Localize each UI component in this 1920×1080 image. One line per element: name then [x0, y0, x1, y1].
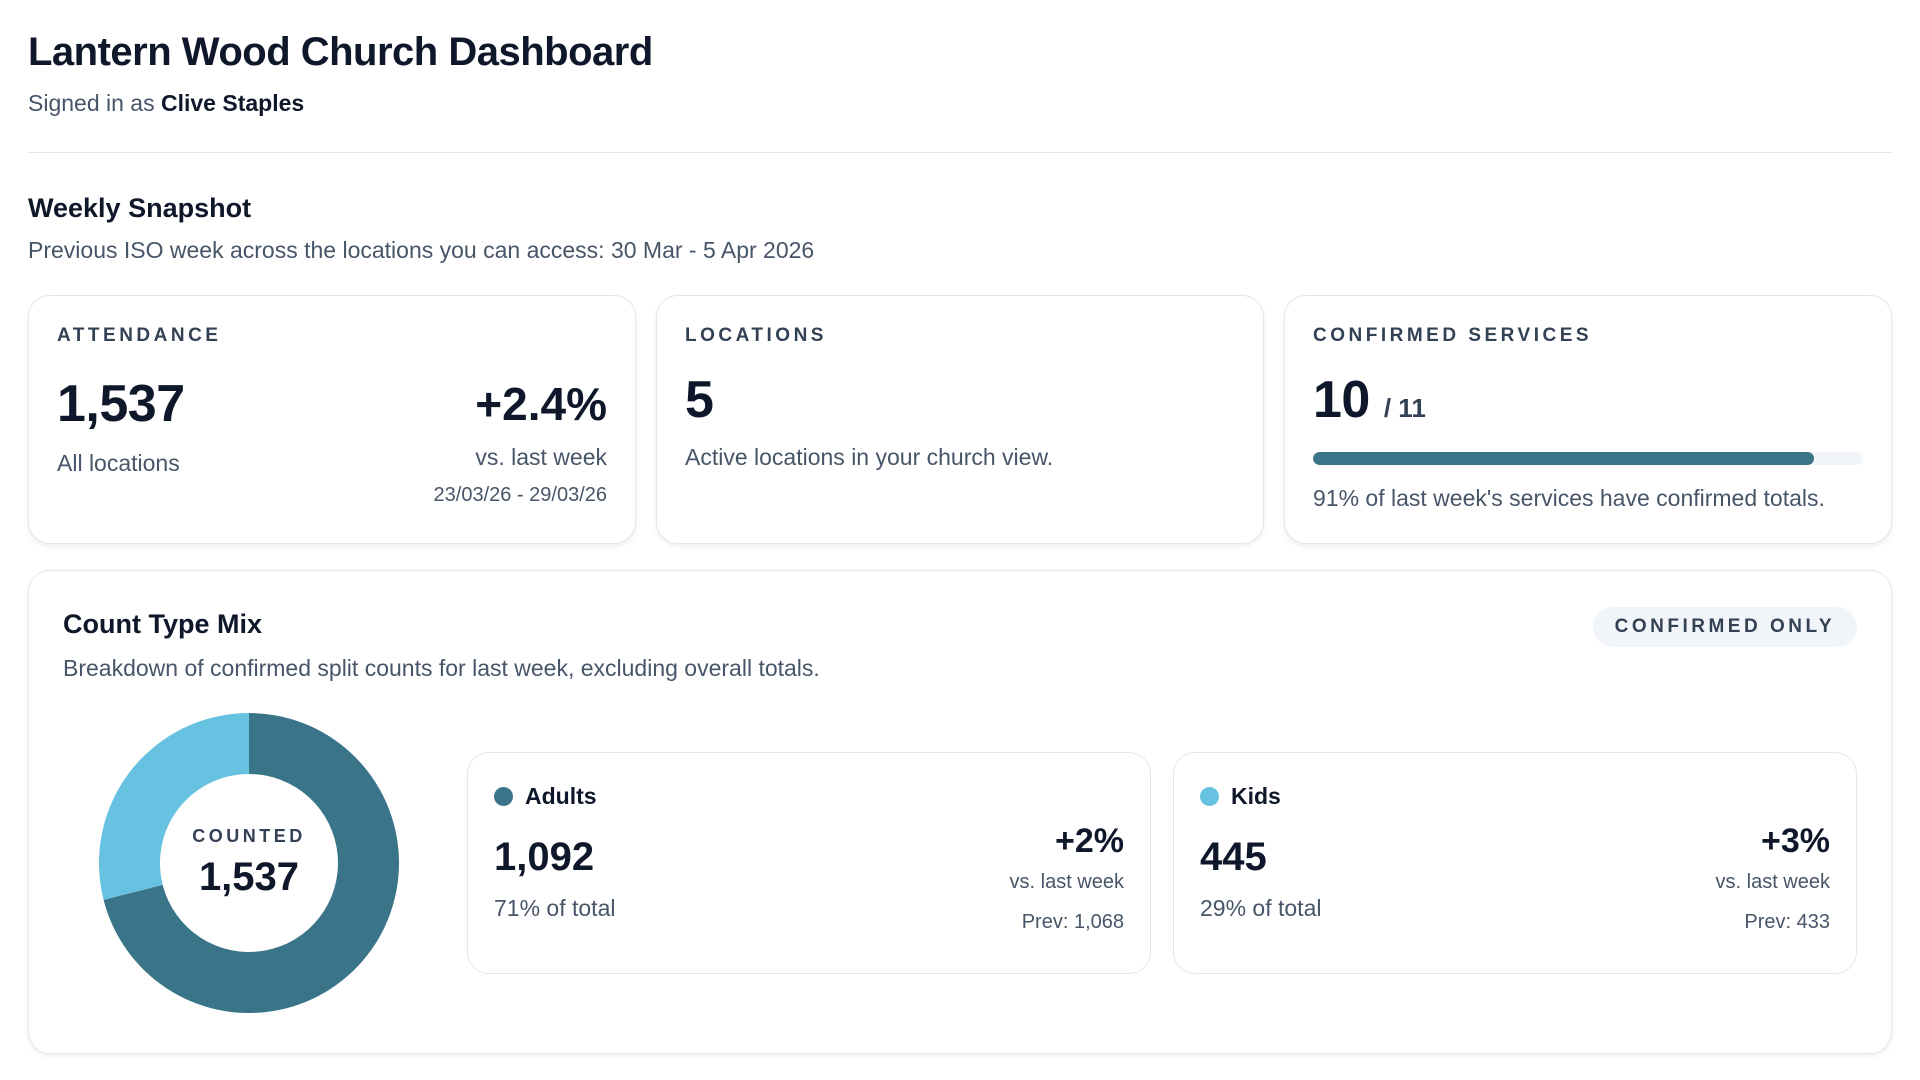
- kids-legend-dot: [1200, 786, 1219, 806]
- kids-prev: Prev: 433: [1744, 911, 1830, 933]
- adults-name: Adults: [525, 783, 597, 809]
- locations-card: LOCATIONS 5 Active locations in your chu…: [656, 295, 1264, 544]
- adults-legend-dot: [494, 786, 513, 806]
- attendance-caption: All locations: [57, 450, 180, 476]
- kids-change: +3%: [1761, 822, 1830, 860]
- adults-change: +2%: [1055, 822, 1124, 860]
- weekly-snapshot-title: Weekly Snapshot: [28, 193, 252, 223]
- services-total: / 11: [1383, 393, 1426, 423]
- donut-segment-kids: [99, 713, 249, 900]
- kids-share: 29% of total: [1200, 895, 1322, 921]
- donut-center-value: 1,537: [198, 855, 300, 899]
- count-donut-chart: COUNTED 1,537: [99, 713, 399, 1013]
- kids-name: Kids: [1231, 783, 1281, 809]
- services-caption: 91% of last week's services have confirm…: [1313, 485, 1825, 511]
- attendance-change: +2.4%: [475, 378, 607, 430]
- services-value: 10: [1313, 371, 1370, 429]
- locations-caption: Active locations in your church view.: [685, 444, 1054, 470]
- adults-share: 71% of total: [494, 895, 616, 921]
- adults-value: 1,092: [494, 835, 595, 879]
- attendance-card: ATTENDANCE 1,537 All locations +2.4% vs.…: [28, 295, 636, 544]
- signed-in-line: Signed in as Clive Staples: [28, 88, 1892, 118]
- attendance-value: 1,537: [57, 375, 185, 433]
- confirmed-services-card: CONFIRMED SERVICES 10 / 11 91% of last w…: [1284, 295, 1892, 544]
- kids-change-caption: vs. last week: [1715, 871, 1830, 893]
- services-progress-bar: [1313, 452, 1863, 465]
- signed-in-prefix: Signed in as: [28, 90, 155, 116]
- dashboard-page: Lantern Wood Church Dashboard Signed in …: [28, 28, 1892, 1054]
- page-header: Lantern Wood Church Dashboard Signed in …: [28, 28, 1892, 118]
- adults-change-caption: vs. last week: [1009, 871, 1124, 893]
- page-title: Lantern Wood Church Dashboard: [28, 30, 653, 74]
- services-label: CONFIRMED SERVICES: [1313, 325, 1593, 346]
- weekly-snapshot-subtitle: Previous ISO week across the locations y…: [28, 237, 815, 263]
- user-name: Clive Staples: [160, 90, 305, 116]
- attendance-change-caption: vs. last week: [475, 444, 607, 470]
- header-divider: [28, 152, 1892, 153]
- stat-cards: ATTENDANCE 1,537 All locations +2.4% vs.…: [28, 295, 1892, 544]
- adults-prev: Prev: 1,068: [1021, 911, 1124, 933]
- locations-value: 5: [685, 371, 714, 429]
- donut-center-label: COUNTED: [192, 826, 306, 846]
- adults-card: Adults 1,092 71% of total +2% vs. last w…: [467, 752, 1151, 974]
- count-type-mix-subtitle: Breakdown of confirmed split counts for …: [63, 655, 820, 681]
- kids-value: 445: [1200, 835, 1267, 879]
- kids-card: Kids 445 29% of total +3% vs. last week …: [1173, 752, 1857, 974]
- locations-label: LOCATIONS: [685, 325, 827, 346]
- segment-cards: Adults 1,092 71% of total +2% vs. last w…: [467, 752, 1857, 974]
- donut-svg: [99, 713, 399, 1013]
- count-type-mix-card: Count Type Mix Breakdown of confirmed sp…: [28, 570, 1892, 1054]
- attendance-label: ATTENDANCE: [57, 325, 222, 346]
- services-progress-fill: [1313, 452, 1814, 465]
- donut-segment-adults: [103, 713, 399, 1013]
- confirmed-only-badge: CONFIRMED ONLY: [1592, 607, 1857, 647]
- attendance-compare-range: 23/03/26 - 29/03/26: [433, 484, 607, 506]
- count-type-mix-title: Count Type Mix: [63, 609, 262, 639]
